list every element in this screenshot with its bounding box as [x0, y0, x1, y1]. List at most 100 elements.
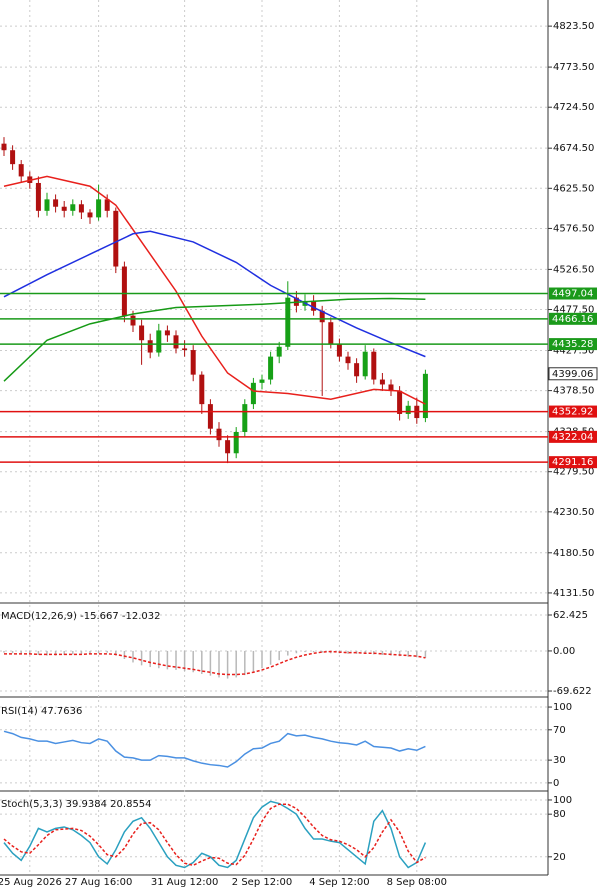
candle-body	[35, 182, 41, 211]
signal-line	[4, 650, 426, 676]
y-tick-label: 4180.50	[553, 548, 594, 559]
candle-body	[87, 212, 93, 218]
level-label: 4322.04	[552, 432, 593, 443]
signal-line	[3, 803, 426, 867]
candle-body	[96, 199, 102, 218]
moving-average	[3, 175, 426, 405]
x-tick-label: 8 Sep 08:00	[387, 877, 447, 887]
candle-body	[53, 199, 59, 207]
candle-body	[268, 356, 274, 380]
candle-body	[104, 199, 110, 211]
candle-body	[190, 350, 196, 375]
candle-body	[345, 356, 351, 364]
candle-body	[388, 384, 394, 392]
level-label: 4466.16	[552, 314, 593, 325]
candle-body	[207, 404, 213, 429]
candle-body	[242, 404, 248, 432]
panel-title: RSI(14) 47.7636	[1, 706, 82, 717]
y-tick-label: 4724.50	[553, 102, 594, 113]
candle-body	[285, 297, 291, 347]
y-tick-label: 62.425	[553, 610, 588, 621]
candle-body	[336, 343, 342, 357]
y-tick-label: 70	[553, 725, 566, 736]
level-label: 4497.04	[552, 289, 593, 300]
candle-body	[405, 405, 411, 414]
candle-body	[10, 150, 16, 165]
candle-body	[70, 204, 76, 211]
y-tick-label: 4674.50	[553, 143, 594, 154]
y-tick-label: 4823.50	[553, 21, 594, 32]
price-label: 4399.06	[552, 369, 593, 380]
candle-body	[147, 340, 153, 353]
level-label-bg	[549, 405, 597, 418]
x-tick-label: 25 Aug 2026	[0, 877, 62, 887]
candle-body	[259, 379, 265, 383]
candle-body	[121, 266, 127, 316]
candle-body	[250, 382, 256, 405]
price-label-bg	[548, 367, 598, 381]
stoch-line	[3, 800, 427, 869]
y-tick-label: 100	[553, 795, 572, 806]
candle-body	[216, 428, 222, 441]
candle-body	[354, 363, 360, 377]
x-tick-label: 2 Sep 12:00	[232, 877, 292, 887]
level-label: 4435.28	[552, 339, 593, 350]
level-label-bg	[549, 338, 597, 351]
y-tick-label: 4131.50	[553, 588, 594, 599]
candle-body	[44, 199, 50, 211]
candle-body	[130, 315, 136, 326]
candle-body	[276, 346, 282, 357]
y-tick-label: 30	[553, 755, 566, 766]
y-tick-label: 4230.50	[553, 507, 594, 518]
candle-body	[362, 351, 368, 377]
candle-body	[422, 373, 428, 419]
moving-average	[3, 230, 426, 358]
level-label-bg	[549, 430, 597, 443]
y-tick-label: 4773.50	[553, 62, 594, 73]
candle-body	[18, 164, 24, 177]
moving-average	[3, 297, 426, 382]
y-tick-label: 4378.50	[553, 386, 594, 397]
candle-body	[371, 351, 377, 380]
candle-body	[156, 330, 162, 353]
candle-body	[1, 143, 7, 151]
candle-body	[164, 330, 170, 336]
y-tick-label: 100	[553, 702, 572, 713]
candle-body	[311, 300, 317, 311]
panel-title: Stoch(5,3,3) 39.9384 20.8554	[1, 799, 152, 810]
candle-body	[78, 204, 84, 213]
level-label: 4291.16	[552, 457, 593, 468]
y-tick-label: 20	[553, 852, 566, 863]
level-label: 4352.92	[552, 407, 593, 418]
level-label-bg	[549, 456, 597, 469]
candle-body	[182, 348, 188, 351]
level-label-bg	[549, 287, 597, 300]
y-tick-label: 0	[553, 778, 559, 789]
candle-body	[225, 440, 231, 454]
panel-title: MACD(12,26,9) -15.667 -12.032	[1, 611, 161, 622]
x-tick-label: 4 Sep 12:00	[309, 877, 369, 887]
rsi-line	[3, 730, 426, 768]
candle-body	[397, 391, 403, 414]
candle-body	[113, 210, 119, 267]
level-label-bg	[549, 312, 597, 325]
y-tick-label: 4576.50	[553, 223, 594, 234]
y-tick-label: 4279.50	[553, 467, 594, 478]
candle-body	[61, 206, 67, 211]
x-tick-label: 27 Aug 16:00	[65, 877, 132, 887]
candle-body	[199, 374, 205, 405]
y-tick-label: 4526.50	[553, 264, 594, 275]
candle-body	[379, 379, 385, 385]
y-tick-label: 4427.50	[553, 345, 594, 356]
y-tick-label: 0.00	[553, 646, 575, 657]
y-tick-label: 4477.50	[553, 305, 594, 316]
candle-body	[173, 335, 179, 349]
y-tick-label: 4625.50	[553, 183, 594, 194]
candle-body	[233, 431, 239, 454]
x-tick-label: 31 Aug 12:00	[151, 877, 218, 887]
candle-body	[139, 325, 145, 341]
candle-body	[319, 310, 325, 323]
candle-body	[328, 322, 334, 344]
y-tick-label: 80	[553, 809, 566, 820]
